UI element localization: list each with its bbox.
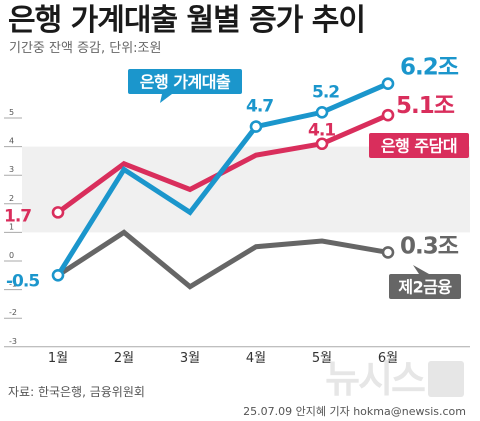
data-label-mortgage: 4.1 <box>308 121 335 141</box>
data-label-household: 5.2 <box>312 82 339 102</box>
series-tag-household <box>128 69 242 94</box>
x-tick-label: 5월 <box>312 351 332 366</box>
watermark-logo: 뉴시스 <box>325 348 464 403</box>
series-tag-mortgage <box>369 133 469 158</box>
legend-label-secondary: 제2금융 <box>398 278 452 297</box>
y-tick-label: 0 <box>9 251 14 260</box>
watermark-text: 뉴시스 <box>325 357 426 401</box>
y-tick-label: 3 <box>9 165 14 174</box>
data-label-household: 4.7 <box>246 97 273 117</box>
x-tick-label: 3월 <box>180 351 200 366</box>
data-label-household: 6.2조 <box>400 55 459 81</box>
y-tick-label: -3 <box>9 337 17 346</box>
x-tick-label: 4월 <box>246 351 266 366</box>
data-point-household <box>381 77 395 90</box>
source-note: 자료: 한국은행, 금융위원회 <box>8 385 145 399</box>
data-point-household <box>51 268 65 282</box>
data-point-mortgage <box>51 206 65 219</box>
y-tick-label: 2 <box>9 194 14 203</box>
series-tag-pointer <box>413 265 429 274</box>
series-line-household <box>55 81 389 277</box>
data-point-secondary <box>381 246 395 259</box>
data-point-household <box>315 105 329 119</box>
data-label-mortgage: 5.1조 <box>396 93 455 119</box>
chart-subtitle: 기간중 잔액 증감, 단위:조원 <box>9 41 162 56</box>
y-tick-label: -2 <box>9 308 17 317</box>
y-tick-label: 5 <box>9 108 14 117</box>
series-line-secondary <box>56 229 389 290</box>
x-tick-label: 1월 <box>48 351 68 366</box>
data-point-mortgage <box>381 108 395 122</box>
data-point-household <box>249 120 263 133</box>
y-tick-label: -1 <box>9 280 17 289</box>
data-label-secondary: 0.3조 <box>400 233 459 259</box>
data-label-household: -0.5 <box>6 271 39 291</box>
x-tick-label: 2월 <box>114 351 134 366</box>
credit-line: 25.07.09 안지혜 기자 hokma@newsis.com <box>243 405 466 418</box>
y-tick-label: 1 <box>9 222 14 231</box>
series-tag-secondary <box>389 274 461 299</box>
data-label-mortgage: 1.7 <box>4 206 31 226</box>
legend-label-household: 은행 가계대출 <box>140 73 231 92</box>
y-tick-label: 4 <box>9 137 14 146</box>
legend-label-mortgage: 은행 주담대 <box>381 137 457 156</box>
page-title: 은행 가계대출 월별 증가 추이 <box>8 3 366 38</box>
data-point-mortgage <box>315 137 329 151</box>
series-tag-pointer <box>160 94 172 103</box>
x-tick-label: 6월 <box>378 351 398 366</box>
